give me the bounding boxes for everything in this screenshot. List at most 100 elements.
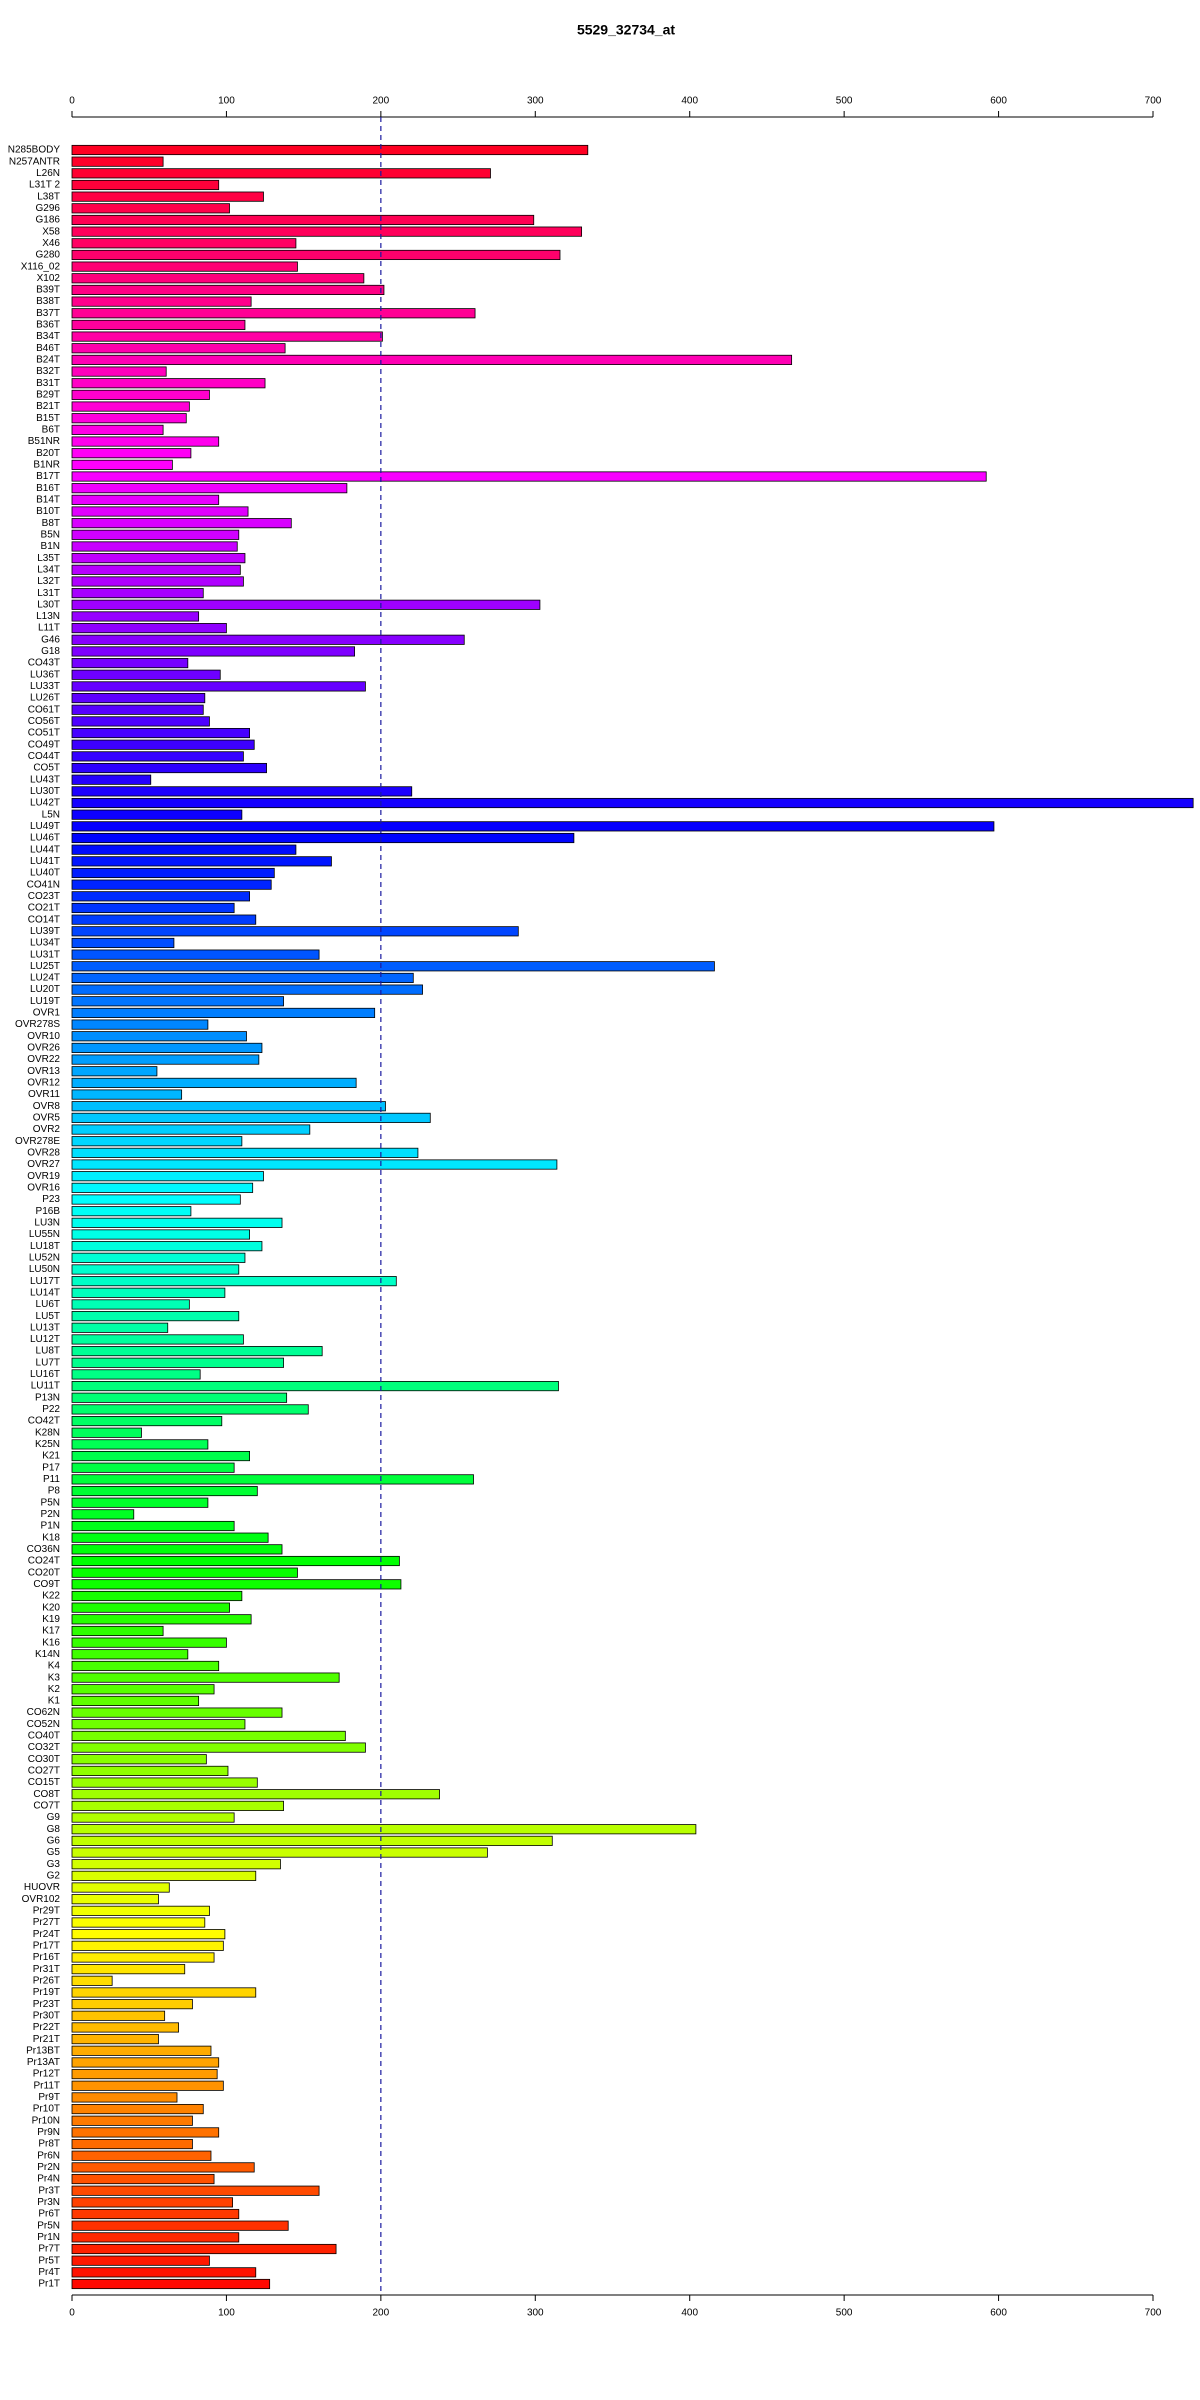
bar <box>71 1765 229 1776</box>
y-tick-label: X46 <box>42 238 60 249</box>
y-tick-label: Pr6T <box>38 2209 60 2220</box>
y-tick-label: OVR8 <box>33 1101 61 1112</box>
y-tick-label: LU17T <box>30 1276 60 1287</box>
y-tick-label: B21T <box>36 401 60 412</box>
bar <box>71 914 257 925</box>
y-tick-label: B8T <box>42 518 60 529</box>
bar <box>71 1964 186 1975</box>
y-tick-label: Pr26T <box>33 1975 60 1986</box>
bar <box>71 1929 226 1940</box>
bar <box>71 354 793 365</box>
y-tick-label: OVR22 <box>27 1054 60 1065</box>
bar <box>71 786 413 797</box>
y-tick-label: L13N <box>36 611 60 622</box>
bar <box>71 506 249 517</box>
bar <box>71 471 987 482</box>
y-tick-label: LU16T <box>30 1369 60 1380</box>
bar <box>71 343 286 354</box>
bar <box>71 1812 235 1823</box>
x-tick-label: 400 <box>681 2308 698 2319</box>
bar <box>71 1462 235 1473</box>
bar <box>71 424 164 435</box>
y-tick-label: LU34T <box>30 938 60 949</box>
bar <box>71 238 297 249</box>
y-tick-label: K19 <box>42 1614 60 1625</box>
x-tick-label: 700 <box>1145 2308 1162 2319</box>
y-tick-label: P22 <box>42 1404 60 1415</box>
y-tick-label: LU6T <box>36 1299 60 1310</box>
bar <box>71 1660 220 1672</box>
y-tick-label: LU36T <box>30 669 60 680</box>
y-tick-label: LU50N <box>29 1264 60 1275</box>
y-tick-label: K1 <box>48 1696 61 1707</box>
y-tick-label: CO9T <box>33 1579 60 1590</box>
y-tick-label: Pr13BT <box>26 2045 60 2056</box>
bar <box>71 1346 323 1357</box>
y-tick-label: P17 <box>42 1462 60 1473</box>
y-tick-label: LU13T <box>30 1322 60 1333</box>
y-tick-label: Pr8T <box>38 2139 60 2150</box>
bar <box>71 588 204 599</box>
y-tick-label: G18 <box>41 646 60 657</box>
y-tick-label: Pr27T <box>33 1917 60 1928</box>
bar <box>71 879 272 890</box>
bar <box>71 1975 113 1986</box>
bar <box>71 296 252 307</box>
x-tick-label: 700 <box>1145 96 1162 107</box>
y-tick-label: CO52N <box>27 1719 60 1730</box>
y-tick-label: B32T <box>36 366 60 377</box>
y-tick-label: B31T <box>36 378 60 389</box>
bar <box>71 156 164 167</box>
y-tick-label: G5 <box>47 1847 61 1858</box>
y-tick-label: Pr30T <box>33 2010 60 2021</box>
y-tick-label: LU5T <box>36 1311 60 1322</box>
y-tick-label: P11 <box>43 1474 60 1485</box>
y-tick-label: LU7T <box>36 1357 60 1368</box>
bar <box>71 226 583 237</box>
bar <box>71 2010 166 2021</box>
x-tick-label: 100 <box>218 2308 235 2319</box>
bar <box>71 1066 158 1077</box>
bar <box>71 1299 190 1310</box>
y-tick-label: K18 <box>42 1532 60 1543</box>
y-tick-label: OVR278E <box>15 1136 60 1147</box>
x-tick-label: 200 <box>373 2308 390 2319</box>
x-tick-label: 600 <box>990 2308 1007 2319</box>
y-tick-label: CO20T <box>28 1567 60 1578</box>
y-tick-label: OVR13 <box>27 1066 60 1077</box>
bar <box>71 1684 215 1695</box>
bar <box>71 1439 209 1450</box>
bar <box>71 1427 142 1438</box>
y-tick-label: LU3N <box>34 1217 60 1228</box>
bar <box>71 611 200 622</box>
y-tick-label: K21 <box>42 1451 60 1462</box>
y-tick-label: LU43T <box>30 774 60 785</box>
y-tick-label: B36T <box>36 320 60 331</box>
bar <box>71 1229 250 1240</box>
y-tick-label: CO61T <box>28 704 60 715</box>
bar <box>71 2243 337 2255</box>
y-tick-label: LU46T <box>30 833 60 844</box>
y-tick-label: B29T <box>36 390 60 401</box>
bar <box>71 1206 192 1217</box>
bar <box>71 1695 200 1707</box>
bar <box>71 331 383 342</box>
y-tick-label: CO62N <box>27 1707 60 1718</box>
bar <box>71 1241 263 1252</box>
x-tick-label: 0 <box>69 96 75 107</box>
bar <box>71 518 292 529</box>
y-tick-label: OVR11 <box>28 1089 60 1100</box>
bar <box>71 284 385 295</box>
bar <box>71 1147 419 1158</box>
bar <box>71 529 240 540</box>
bar <box>71 1555 400 1567</box>
bar <box>71 2034 159 2045</box>
bar <box>71 459 173 470</box>
y-tick-label: B39T <box>36 285 60 296</box>
bar <box>71 1217 283 1228</box>
bar <box>71 1567 298 1578</box>
bar <box>71 494 220 505</box>
y-tick-label: B16T <box>36 483 60 494</box>
bar <box>71 144 589 156</box>
y-tick-label: P23 <box>42 1194 60 1205</box>
